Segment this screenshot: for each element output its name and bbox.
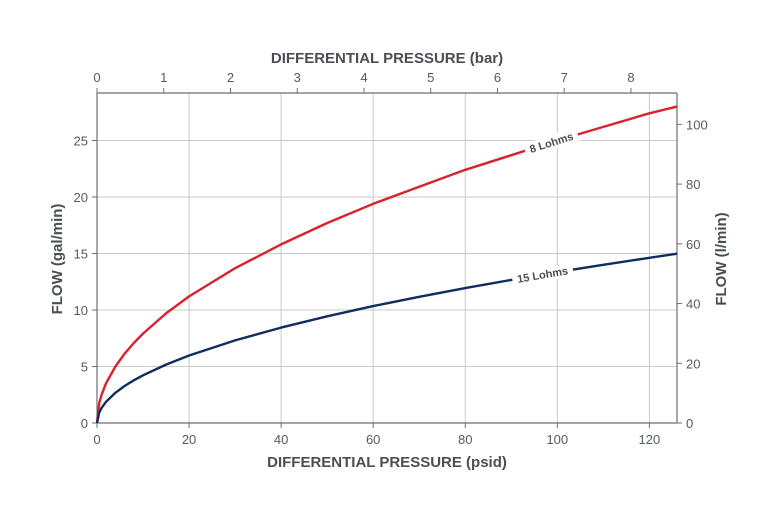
x-tick-label: 60	[366, 432, 380, 447]
x-tick-label: 120	[639, 432, 661, 447]
x2-tick-label: 8	[627, 70, 634, 85]
series-label: 8 Lohms	[528, 131, 575, 156]
series-label-background	[511, 262, 575, 287]
x-tick-label: 80	[458, 432, 472, 447]
x2-tick-label: 6	[494, 70, 501, 85]
x-tick-label: 0	[93, 432, 100, 447]
y-tick-label: 15	[74, 246, 88, 261]
y-tick-label: 0	[81, 416, 88, 431]
x2-tick-label: 0	[93, 70, 100, 85]
y2-tick-label: 100	[686, 117, 708, 132]
x2-tick-label: 3	[294, 70, 301, 85]
x2-tick-label: 4	[360, 70, 367, 85]
x-axis-title: DIFFERENTIAL PRESSURE (psid)	[267, 454, 507, 471]
series-label-background	[522, 127, 580, 158]
plot-frame	[92, 88, 682, 428]
x2-tick-label: 5	[427, 70, 434, 85]
x2-tick-label: 7	[561, 70, 568, 85]
y-tick-label: 10	[74, 303, 88, 318]
y2-tick-label: 40	[686, 297, 700, 312]
x-tick-label: 40	[274, 432, 288, 447]
y2-tick-label: 60	[686, 237, 700, 252]
y2-tick-label: 80	[686, 177, 700, 192]
x-tick-label: 20	[182, 432, 196, 447]
y-tick-label: 25	[74, 133, 88, 148]
series-line	[95, 105, 678, 424]
y-axis-title: FLOW (gal/min)	[49, 204, 66, 315]
x2-tick-label: 1	[160, 70, 167, 85]
y2-axis-title: FLOW (l/min)	[713, 212, 730, 305]
y2-tick-label: 0	[686, 416, 693, 431]
y-tick-label: 20	[74, 190, 88, 205]
x2-tick-label: 2	[227, 70, 234, 85]
y-tick-label: 5	[81, 359, 88, 374]
y2-tick-label: 20	[686, 356, 700, 371]
x-tick-label: 100	[546, 432, 568, 447]
series-line	[95, 252, 678, 424]
grid-lines	[97, 93, 677, 423]
x2-axis-title: DIFFERENTIAL PRESSURE (bar)	[271, 50, 503, 67]
